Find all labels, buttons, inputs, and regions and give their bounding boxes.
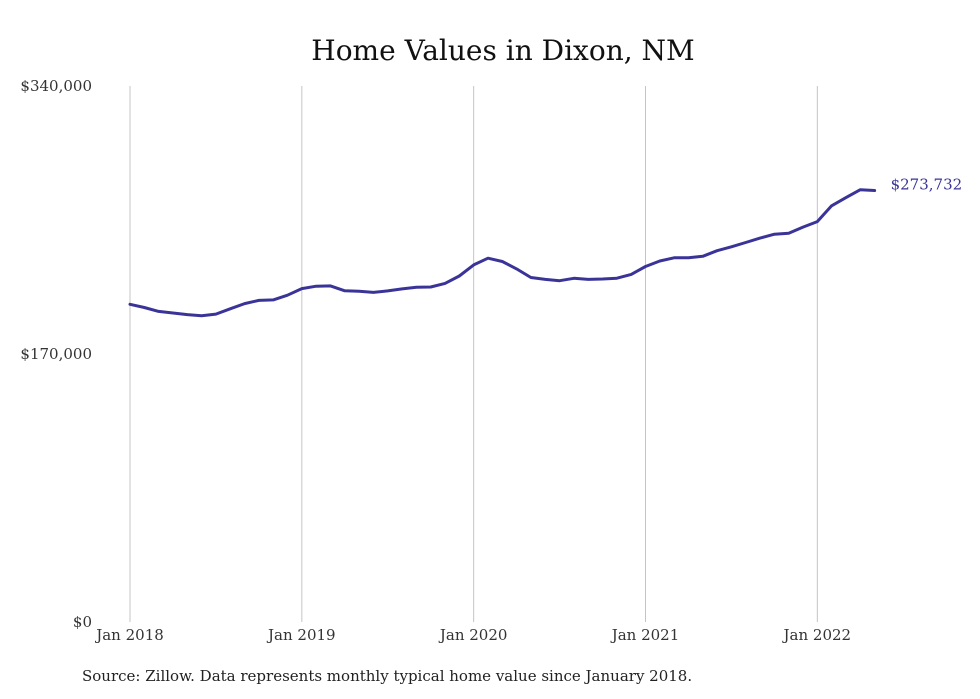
x-tick-label: Jan 2021 <box>610 626 680 644</box>
y-tick-label: $170,000 <box>20 345 92 363</box>
x-axis-ticks: Jan 2018 Jan 2019 Jan 2020 Jan 2021 Jan 2022 <box>94 626 851 644</box>
source-note: Source: Zillow. Data represents monthly … <box>82 667 693 685</box>
y-tick-label: $0 <box>73 613 92 631</box>
grid-lines <box>129 86 818 622</box>
x-tick-label: Jan 2022 <box>782 626 852 644</box>
x-tick-label: Jan 2019 <box>266 626 336 644</box>
series-group <box>128 188 877 318</box>
chart-title: Home Values in Dixon, NM <box>311 34 694 67</box>
y-axis-ticks: $340,000 $170,000 $0 <box>20 77 92 631</box>
x-tick-label: Jan 2020 <box>438 626 508 644</box>
end-value-label: $273,732 <box>891 175 963 193</box>
x-tick-label: Jan 2018 <box>94 626 164 644</box>
y-tick-label: $340,000 <box>20 77 92 95</box>
series-line-0 <box>128 188 877 318</box>
